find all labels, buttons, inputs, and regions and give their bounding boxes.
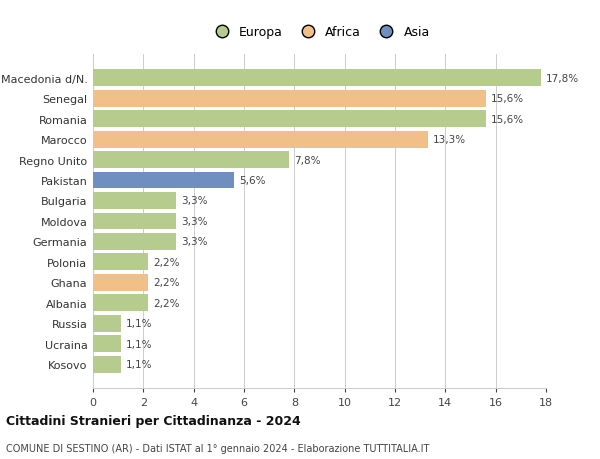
Bar (93, 70, 541, 87)
Text: 2,2%: 2,2% (154, 298, 180, 308)
Bar (93, 315, 121, 332)
Bar (93, 295, 148, 312)
Text: 13,3%: 13,3% (433, 135, 466, 145)
Bar (93, 336, 121, 353)
Text: 2,2%: 2,2% (154, 278, 180, 288)
Text: 15,6%: 15,6% (491, 94, 524, 104)
Bar (93, 152, 289, 168)
Bar (93, 172, 234, 189)
Bar (93, 356, 121, 373)
Text: 3,3%: 3,3% (181, 217, 208, 226)
Bar (93, 111, 485, 128)
Text: 1,1%: 1,1% (126, 319, 152, 329)
Text: COMUNE DI SESTINO (AR) - Dati ISTAT al 1° gennaio 2024 - Elaborazione TUTTITALIA: COMUNE DI SESTINO (AR) - Dati ISTAT al 1… (6, 443, 430, 453)
Text: 2,2%: 2,2% (154, 257, 180, 267)
Text: 7,8%: 7,8% (295, 155, 321, 165)
Text: 5,6%: 5,6% (239, 176, 265, 185)
Text: Cittadini Stranieri per Cittadinanza - 2024: Cittadini Stranieri per Cittadinanza - 2… (6, 414, 301, 428)
Bar (93, 274, 148, 291)
Bar (93, 213, 176, 230)
Bar (93, 254, 148, 271)
Bar (93, 131, 428, 148)
Text: 3,3%: 3,3% (181, 237, 208, 247)
Bar (93, 193, 176, 209)
Text: 15,6%: 15,6% (491, 114, 524, 124)
Text: 17,8%: 17,8% (546, 73, 579, 84)
Bar (93, 234, 176, 250)
Text: 1,1%: 1,1% (126, 339, 152, 349)
Legend: Europa, Africa, Asia: Europa, Africa, Asia (204, 22, 435, 45)
Text: 1,1%: 1,1% (126, 359, 152, 369)
Text: 3,3%: 3,3% (181, 196, 208, 206)
Bar (93, 90, 485, 107)
